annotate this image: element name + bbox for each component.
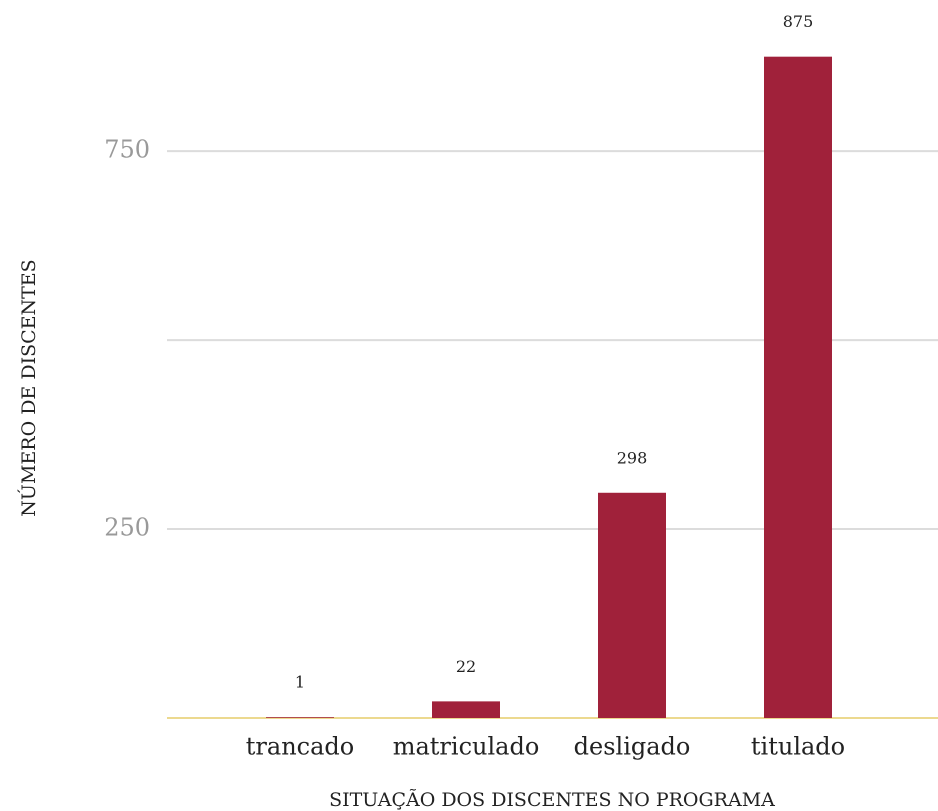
- x-tick-label: trancado: [246, 733, 354, 761]
- x-axis-label: SITUAÇÃO DOS DISCENTES NO PROGRAMA: [329, 789, 775, 811]
- data-label: 875: [783, 12, 814, 31]
- bar: [598, 492, 666, 718]
- y-axis-label: NÚMERO DE DISCENTES: [17, 259, 40, 516]
- bar: [266, 717, 334, 718]
- x-tick-label: titulado: [751, 733, 845, 761]
- bar: [764, 56, 832, 719]
- bar: [432, 701, 500, 718]
- y-tick-label: 750: [104, 136, 150, 164]
- data-label: 22: [456, 657, 476, 676]
- data-label: 1: [295, 673, 305, 692]
- y-tick-label: 250: [104, 514, 150, 542]
- data-label: 298: [617, 448, 648, 467]
- x-tick-label: matriculado: [393, 733, 540, 761]
- x-tick-label: desligado: [574, 733, 691, 761]
